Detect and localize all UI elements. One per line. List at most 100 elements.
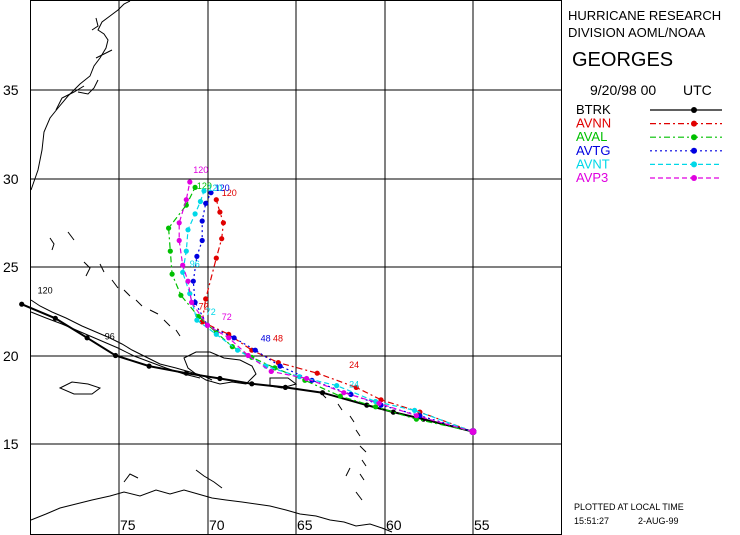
track-point-btrk [217, 375, 223, 382]
legend-marker-btrk [691, 107, 697, 113]
track-hour-label-avnn: 24 [349, 360, 359, 370]
track-point-btrk [84, 335, 90, 341]
track-point-btrk [146, 363, 152, 369]
track-point-avp3 [245, 352, 251, 359]
track-hour-label-avp3: 72 [222, 312, 232, 322]
coastlines [30, 0, 393, 533]
forecast-timezone: UTC [683, 82, 712, 98]
track-line-avtg [192, 192, 474, 433]
lon-label-70: 70 [209, 517, 225, 533]
track-hour-label-avnn: 120 [222, 188, 237, 198]
legend-item-avnt: AVNT [576, 156, 722, 171]
track-point-avp3 [176, 237, 182, 244]
track-point-avp3 [176, 220, 182, 226]
legend-label-avnn: AVNN [576, 116, 611, 131]
track-point-avtg [190, 278, 196, 284]
agency-line-2: DIVISION AOML/NOAA [568, 25, 706, 40]
legend-label-avnt: AVNT [576, 156, 610, 171]
track-point-avtg [252, 347, 258, 353]
track-point-avp3 [376, 400, 382, 406]
track-point-avnt [334, 383, 340, 389]
track-point-aval [192, 184, 198, 190]
lat-label-15: 15 [3, 436, 19, 452]
track-point-avtg [203, 200, 209, 206]
track-point-avnt [201, 188, 207, 194]
track-point-avnt [213, 331, 219, 337]
track-point-avnt [296, 374, 303, 380]
track-point-avnn [213, 255, 219, 261]
track-point-avp3 [469, 428, 477, 436]
track-point-avtg [348, 391, 354, 397]
plot-date: 2-AUG-99 [638, 516, 679, 526]
track-point-avp3 [341, 390, 347, 396]
track-point-avtg [231, 335, 237, 341]
track-point-avnn [314, 370, 320, 376]
lat-label-25: 25 [3, 259, 19, 275]
track-point-avp3 [183, 197, 189, 203]
track-point-avnt [187, 291, 193, 297]
track-point-avnn [213, 197, 219, 203]
track-point-avp3 [413, 413, 419, 419]
lon-label-75: 75 [120, 517, 136, 533]
legend-item-avtg: AVTG [576, 143, 722, 158]
lon-label-60: 60 [386, 517, 402, 533]
track-hour-label-avnt: 24 [349, 379, 359, 389]
agency-line-1: HURRICANE RESEARCH [568, 8, 721, 23]
track-point-avp3 [204, 322, 211, 328]
track-point-aval [373, 404, 379, 410]
track-point-avnn [353, 384, 359, 390]
legend-item-aval: AVAL [576, 129, 722, 144]
legend-label-avtg: AVTG [576, 143, 610, 158]
lon-label-55: 55 [474, 517, 490, 533]
track-point-btrk [183, 370, 189, 376]
track-point-btrk [112, 352, 119, 359]
legend-marker-avnn [691, 120, 697, 127]
track-hour-label-avp3: 120 [193, 165, 208, 175]
track-point-avnt [194, 317, 200, 323]
storm-name: GEORGES [572, 49, 673, 71]
legend-marker-avtg [691, 147, 697, 154]
track-point-avp3 [185, 278, 191, 284]
track-hour-label-avnt: 96 [190, 259, 200, 269]
track-point-btrk [19, 301, 25, 307]
track-hour-label-avnn: 48 [273, 333, 283, 343]
track-point-avnt [235, 347, 241, 353]
track-point-avnt [192, 211, 198, 217]
track-hour-label-btrk: 120 [38, 286, 53, 296]
track-point-avp3 [187, 179, 193, 185]
info-panel: HURRICANE RESEARCH DIVISION AOML/NOAA GE… [568, 8, 722, 526]
legend-label-avp3: AVP3 [576, 170, 608, 185]
track-point-btrk [282, 384, 288, 390]
track-hour-label-btrk: 96 [105, 332, 115, 342]
track-hour-label-avtg: 120 [215, 183, 230, 193]
track-point-aval [272, 365, 278, 371]
track-point-avnn [203, 296, 209, 302]
track-point-avtg [208, 190, 214, 196]
track-avp3: 72 120 [176, 165, 477, 436]
track-point-aval [337, 393, 343, 399]
graticule [31, 1, 561, 534]
track-point-avp3 [189, 299, 195, 305]
lon-label-65: 65 [297, 517, 313, 533]
track-point-aval [169, 271, 175, 277]
longitude-labels: 75 70 65 60 55 [120, 517, 490, 533]
track-point-avnt [183, 248, 189, 254]
track-point-btrk [390, 409, 396, 415]
track-point-avnt [180, 269, 186, 275]
track-hour-label-avtg: 48 [261, 333, 271, 343]
track-point-avtg [194, 253, 200, 259]
track-hour-label-avnt: 120 [208, 183, 223, 193]
track-point-aval [167, 248, 173, 254]
plotted-note: PLOTTED AT LOCAL TIME [574, 502, 684, 512]
legend-item-avnn: AVNN [576, 116, 722, 131]
track-point-avp3 [268, 368, 274, 374]
legend-item-avp3: AVP3 [576, 170, 722, 185]
track-point-btrk [319, 390, 326, 396]
track-point-avp3 [304, 375, 310, 382]
track-point-avnn [219, 236, 225, 242]
legend-label-aval: AVAL [576, 129, 607, 144]
track-hour-label-avnn: 72 [199, 302, 209, 312]
